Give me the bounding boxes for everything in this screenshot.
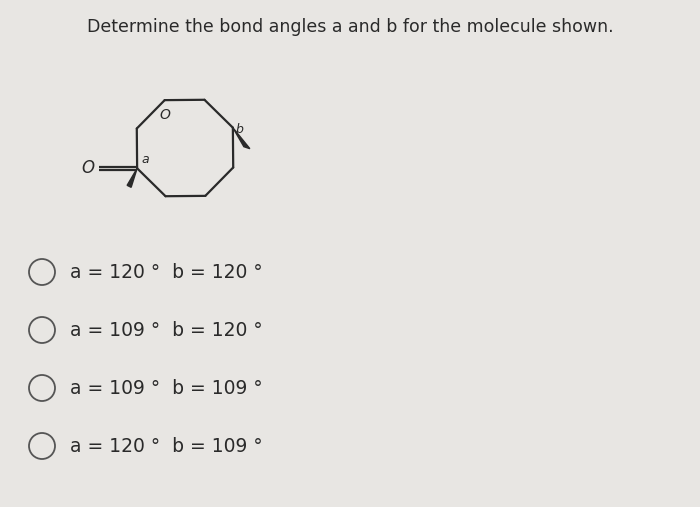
Text: b: b (236, 123, 244, 136)
Text: a = 109 °  b = 109 °: a = 109 ° b = 109 ° (70, 379, 262, 397)
Polygon shape (127, 168, 137, 187)
Text: O: O (81, 159, 94, 177)
Text: a = 120 °  b = 109 °: a = 120 ° b = 109 ° (70, 437, 262, 455)
Text: a = 109 °  b = 120 °: a = 109 ° b = 120 ° (70, 320, 262, 340)
Text: Determine the bond angles a and b for the molecule shown.: Determine the bond angles a and b for th… (87, 18, 613, 36)
Polygon shape (233, 128, 250, 149)
Text: O: O (159, 108, 170, 122)
Text: a = 120 °  b = 120 °: a = 120 ° b = 120 ° (70, 263, 262, 281)
Text: a: a (141, 153, 149, 166)
